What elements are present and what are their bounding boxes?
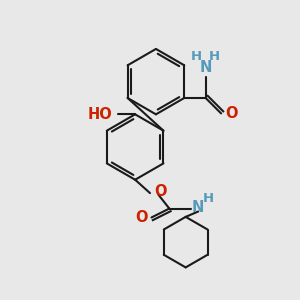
Text: H: H: [202, 192, 214, 205]
Text: N: N: [192, 200, 204, 214]
Text: O: O: [225, 106, 238, 121]
Text: H: H: [208, 50, 220, 63]
Text: O: O: [135, 210, 147, 225]
Text: O: O: [154, 184, 167, 199]
Text: H: H: [191, 50, 202, 63]
Text: N: N: [200, 60, 212, 75]
Text: HO: HO: [88, 107, 112, 122]
